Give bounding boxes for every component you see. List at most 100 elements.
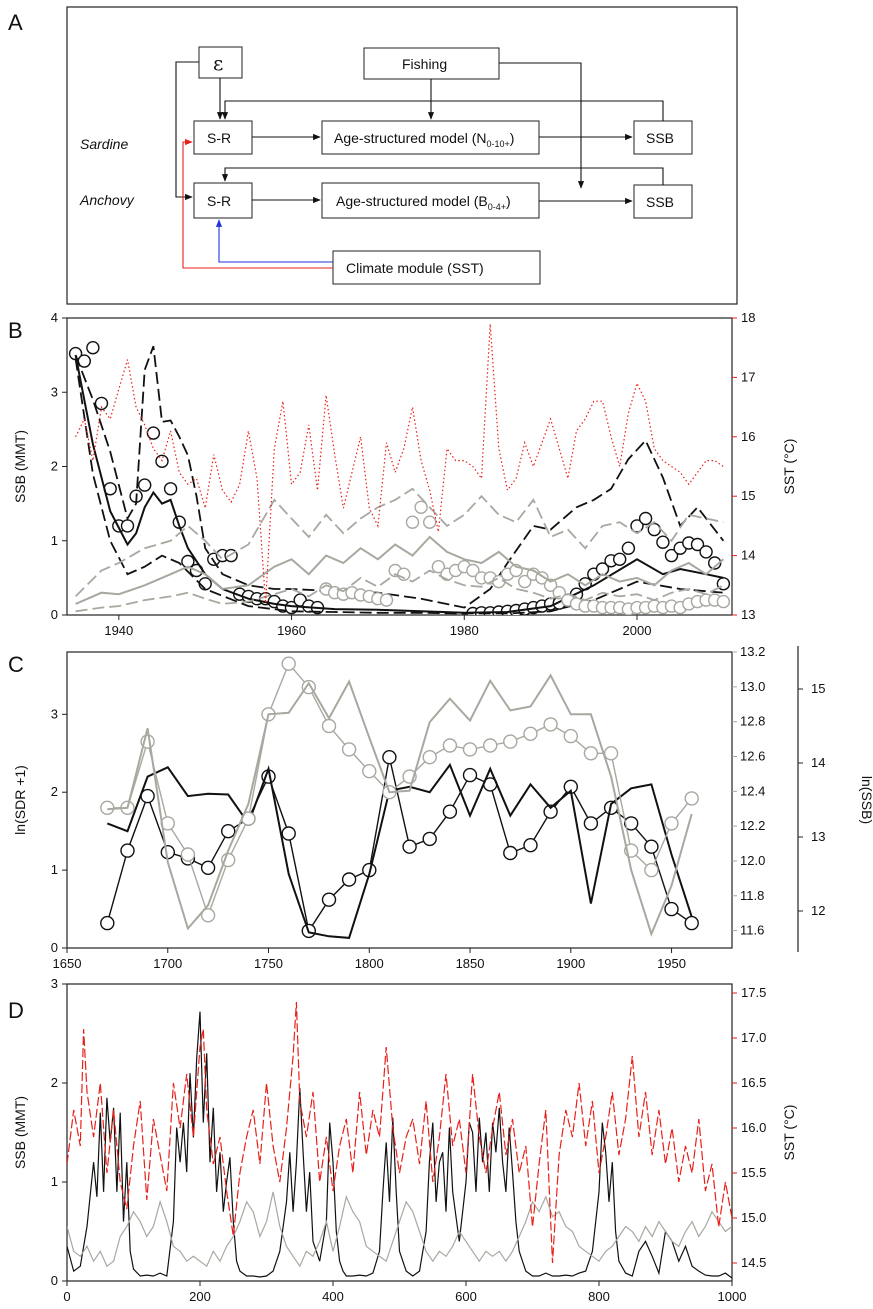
data-point-sardine-sdr — [422, 831, 437, 847]
y-axis-label: SSB (MMT) — [12, 430, 28, 503]
data-point-sardine-sdr — [321, 892, 337, 907]
y2-tick-label: 15 — [811, 681, 825, 696]
series-line-anchovy — [67, 1191, 732, 1268]
climate-box — [332, 250, 541, 285]
data-point-sardine-obs — [163, 482, 178, 496]
ssb-anchovy-label: SSB — [646, 194, 674, 210]
plot-frame-c — [66, 651, 733, 949]
y2-tick-label: 15.0 — [741, 1210, 766, 1225]
y2-tick-label: 16 — [741, 429, 755, 444]
y-mid-tick-label: 12.8 — [740, 714, 765, 729]
data-point-sardine-obs — [664, 548, 679, 563]
data-point-anchovy-sdr — [563, 728, 578, 744]
y2-tick-label: 13 — [741, 607, 755, 622]
data-point-anchovy-sdr — [362, 764, 377, 779]
age-model-anchovy-box — [321, 182, 540, 219]
data-point-anchovy-obs — [431, 560, 446, 574]
panel-letter-a: A — [8, 10, 23, 35]
ssb-sardine-label: SSB — [646, 130, 674, 146]
series-line-sst — [67, 1001, 732, 1264]
sr-sardine-label: S-R — [207, 130, 231, 146]
series-line-sardine-sdr — [106, 757, 693, 933]
y-mid-tick-label: 12.2 — [740, 818, 765, 833]
data-point-sardine-sdr — [664, 901, 679, 917]
age-model-sardine-label: Age-structured model (N0-10+) — [334, 130, 514, 149]
y2-axis-label: ln(SSB) — [859, 776, 873, 824]
y-mid-tick-label: 11.6 — [740, 923, 764, 938]
data-point-sardine-sdr — [200, 860, 216, 875]
y2-tick-label: 18 — [741, 310, 755, 325]
panel-letter-d: D — [8, 998, 24, 1023]
data-point-sardine-obs — [137, 478, 152, 492]
diagram-arrows — [175, 61, 664, 205]
y-tick-label: 3 — [51, 384, 58, 399]
y2-tick-label: 17.0 — [741, 1030, 766, 1045]
y2-tick-label: 14 — [811, 755, 825, 770]
data-point-anchovy-obs — [466, 563, 480, 578]
data-point-anchovy-obs — [379, 593, 394, 607]
data-point-sardine-obs — [708, 556, 722, 570]
data-point-anchovy-obs — [543, 578, 558, 592]
x-tick-label: 1950 — [657, 956, 686, 971]
y-tick-label: 1 — [51, 533, 58, 548]
x-tick-label: 600 — [455, 1289, 477, 1304]
data-point-anchovy-sdr — [503, 734, 518, 749]
x-tick-label: 1940 — [104, 623, 133, 638]
y2-tick-label: 16.5 — [741, 1075, 766, 1090]
data-point-sardine-obs — [86, 341, 100, 355]
data-point-anchovy-sdr — [200, 908, 216, 923]
epsilon-symbol: ε — [213, 51, 223, 75]
data-point-sardine-obs — [690, 537, 705, 552]
data-point-sardine-sdr — [583, 816, 599, 831]
y-mid-tick-label: 11.8 — [740, 888, 764, 903]
y2-tick-label: 16.0 — [741, 1120, 766, 1135]
x-tick-label: 1800 — [355, 956, 384, 971]
data-point-anchovy-sdr — [483, 738, 498, 753]
series-line-sardine-model — [74, 354, 724, 614]
x-tick-label: 1000 — [718, 1289, 747, 1304]
x-tick-label: 1650 — [53, 956, 82, 971]
data-point-sardine-sdr — [120, 843, 135, 858]
data-point-sardine-obs — [146, 426, 161, 440]
y2-axis-label: SST (°C) — [781, 1105, 797, 1161]
anchovy-label: Anchovy — [79, 192, 135, 208]
x-tick-label: 400 — [322, 1289, 344, 1304]
series-line-sardine-ssb — [106, 762, 693, 939]
data-point-anchovy-sdr — [603, 746, 619, 761]
data-point-anchovy-sdr — [422, 750, 437, 765]
y2-tick-label: 15.5 — [741, 1165, 766, 1180]
series-line-sardine — [67, 1011, 732, 1279]
plot-frame-d — [66, 983, 733, 1282]
x-tick-label: 800 — [588, 1289, 610, 1304]
panel-b-chart: 1940 1960 1980 2000 0 1 2 3 4 SSB (MMT) 13 14 15 16 17… — [12, 310, 797, 638]
sr-anchovy-label: S-R — [207, 193, 231, 209]
data-point-sardine-sdr — [341, 872, 357, 887]
x-tick-label: 2000 — [623, 623, 652, 638]
y-tick-label: 0 — [51, 1273, 58, 1288]
y2-tick-label: 17.5 — [741, 985, 766, 1000]
data-point-anchovy-sdr — [281, 656, 296, 671]
panel-letter-c: C — [8, 652, 24, 677]
data-point-sardine-sdr — [220, 824, 236, 839]
y-tick-label: 3 — [51, 976, 58, 991]
y-tick-label: 1 — [51, 1174, 58, 1189]
data-point-anchovy-obs — [405, 515, 420, 529]
panel-d-chart: 0 200 400 600 800 1000 0 1 2 3 SSB (MMT) 14.5 15.0 15… — [12, 976, 797, 1304]
data-point-anchovy-sdr — [462, 742, 478, 757]
x-tick-label: 1700 — [153, 956, 182, 971]
data-point-anchovy-sdr — [442, 738, 458, 753]
x-tick-label: 200 — [189, 1289, 211, 1304]
y-mid-tick-label: 13.0 — [740, 679, 765, 694]
x-tick-label: 0 — [63, 1289, 70, 1304]
data-point-sardine-obs — [699, 545, 713, 559]
fishing-label: Fishing — [402, 56, 447, 72]
data-point-anchovy-sdr — [684, 791, 699, 806]
data-point-anchovy-sdr — [180, 847, 196, 862]
y2-tick-label: 12 — [811, 903, 825, 918]
data-point-sardine-sdr — [503, 845, 518, 861]
model-diagram: ε Fishing Sardine Anchovy S-R Age-struct… — [66, 6, 738, 305]
data-point-sardine-obs — [120, 519, 135, 533]
data-point-anchovy-sdr — [583, 746, 599, 761]
y-mid-tick-label: 12.0 — [740, 853, 765, 868]
